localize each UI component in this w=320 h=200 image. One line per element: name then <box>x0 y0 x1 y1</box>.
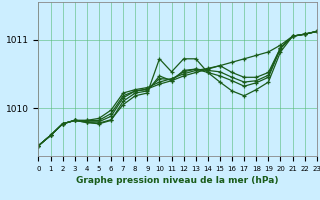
X-axis label: Graphe pression niveau de la mer (hPa): Graphe pression niveau de la mer (hPa) <box>76 176 279 185</box>
